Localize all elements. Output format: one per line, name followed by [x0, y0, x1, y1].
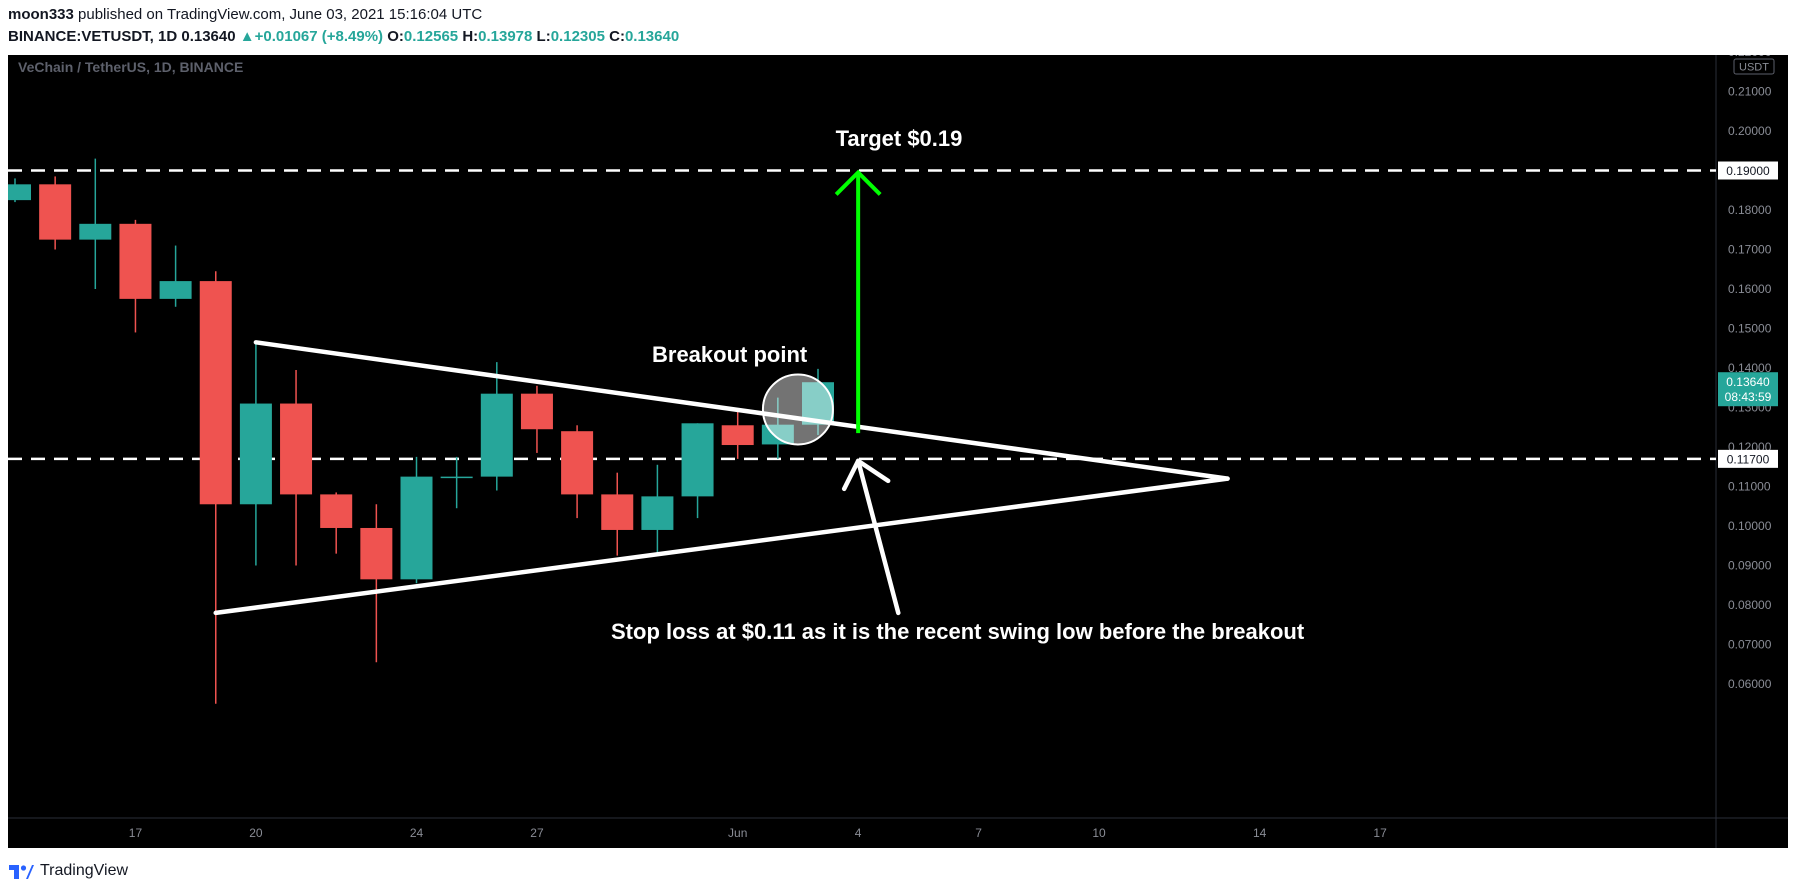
y-tick-label: 0.21000 — [1728, 85, 1772, 99]
breakout-annotation: Breakout point — [652, 342, 808, 367]
candle-body[interactable] — [721, 425, 754, 446]
x-tick-label: 17 — [1373, 826, 1387, 840]
candle-body[interactable] — [239, 403, 272, 505]
candle-body[interactable] — [440, 476, 473, 479]
candle-body[interactable] — [601, 494, 634, 530]
y-tick-label: 0.11000 — [1728, 480, 1771, 494]
candle-body[interactable] — [561, 431, 594, 495]
x-tick-label: 20 — [249, 826, 263, 840]
triangle-upper-trendline[interactable] — [253, 340, 1230, 481]
currency-badge — [1733, 58, 1775, 75]
stop-arrow-shaft[interactable] — [855, 458, 901, 616]
candle-body[interactable] — [480, 393, 513, 477]
candle-body[interactable] — [400, 476, 433, 580]
footer-branding: TradingView — [8, 862, 128, 880]
y-tick-label: 0.18000 — [1728, 203, 1772, 217]
close-value: 0.13640 — [624, 28, 680, 45]
x-tick-label: 4 — [855, 826, 862, 840]
low-value: 0.12305 — [550, 28, 605, 45]
x-tick-label: 24 — [410, 826, 424, 840]
x-tick-label: 27 — [530, 826, 544, 840]
open-label: O: — [387, 28, 404, 45]
open-value: 0.12565 — [403, 28, 459, 45]
candle-body[interactable] — [681, 423, 714, 497]
candle-body[interactable] — [360, 527, 393, 580]
candle-body[interactable] — [79, 223, 112, 240]
level-price-label: 0.19000 — [1726, 164, 1770, 178]
y-tick-label: 0.14000 — [1728, 361, 1772, 375]
triangle-lower-trendline[interactable] — [213, 476, 1230, 616]
stop-loss-annotation: Stop loss at $0.11 as it is the recent s… — [611, 619, 1305, 644]
candle-body[interactable] — [159, 281, 192, 299]
y-tick-label: 0.15000 — [1728, 322, 1772, 336]
price-change: +0.01067 (+8.49%) — [254, 28, 384, 45]
current-price-label: 0.13640 — [1726, 375, 1770, 389]
candle-body[interactable] — [8, 184, 31, 201]
y-tick-label: 0.08000 — [1728, 598, 1772, 612]
breakout-circle[interactable] — [761, 373, 834, 446]
symbol-name: BINANCE:VETUSDT, 1D — [8, 28, 178, 45]
candle-body[interactable] — [641, 496, 674, 530]
symbol-info: BINANCE:VETUSDT, 1D 0.13640 ▲+0.01067 (+… — [8, 28, 679, 45]
x-tick-label: 7 — [975, 826, 982, 840]
candle-body[interactable] — [119, 223, 152, 299]
y-tick-label: 0.20000 — [1728, 124, 1772, 138]
y-tick-label: 0.17000 — [1728, 243, 1772, 257]
stop-arrow-head — [841, 458, 891, 492]
high-label: H: — [462, 28, 479, 45]
chart-background — [8, 55, 1788, 848]
x-tick-label: 17 — [129, 826, 143, 840]
target-arrow-head — [834, 169, 882, 196]
y-tick-label: 0.07000 — [1728, 638, 1772, 652]
level-price-label: 0.11700 — [1727, 452, 1770, 466]
last-price: 0.13640 — [181, 28, 236, 45]
candle-countdown-label: 08:43:59 — [1725, 390, 1772, 404]
currency-label: USDT — [1739, 62, 1769, 74]
candle-body[interactable] — [199, 281, 232, 505]
x-tick-label: Jun — [728, 826, 747, 840]
publish-text: published on TradingView.com, June 03, 2… — [78, 6, 483, 23]
change-arrow-icon: ▲ — [239, 28, 255, 45]
x-tick-label: 10 — [1092, 826, 1106, 840]
low-label: L: — [536, 28, 551, 45]
publish-info: moon333 published on TradingView.com, Ju… — [8, 6, 482, 23]
high-value: 0.13978 — [478, 28, 533, 45]
tradingview-logo-icon — [9, 865, 34, 879]
close-label: C: — [609, 28, 625, 45]
target-annotation: Target $0.19 — [836, 126, 963, 151]
y-tick-label: 0.06000 — [1728, 677, 1772, 691]
y-tick-label: 0.22000 — [1728, 55, 1772, 59]
candle-body[interactable] — [280, 403, 313, 495]
candle-body[interactable] — [320, 494, 353, 528]
current-price-tag — [1718, 372, 1778, 407]
y-tick-label: 0.10000 — [1728, 519, 1772, 533]
author-name[interactable]: moon333 — [8, 6, 74, 23]
x-tick-label: 14 — [1253, 826, 1267, 840]
y-tick-label: 0.09000 — [1728, 559, 1772, 573]
level-price-tag — [1718, 449, 1778, 468]
price-chart[interactable]: VeChain / TetherUS, 1D, BINANCE 0.06000 0.… — [8, 55, 1788, 848]
level-price-tag — [1718, 161, 1778, 180]
y-tick-label: 0.16000 — [1728, 282, 1772, 296]
chart-title: VeChain / TetherUS, 1D, BINANCE — [18, 59, 243, 75]
candle-body[interactable] — [39, 184, 72, 240]
footer-brand[interactable]: TradingView — [40, 862, 129, 879]
candle-body[interactable] — [520, 393, 553, 430]
